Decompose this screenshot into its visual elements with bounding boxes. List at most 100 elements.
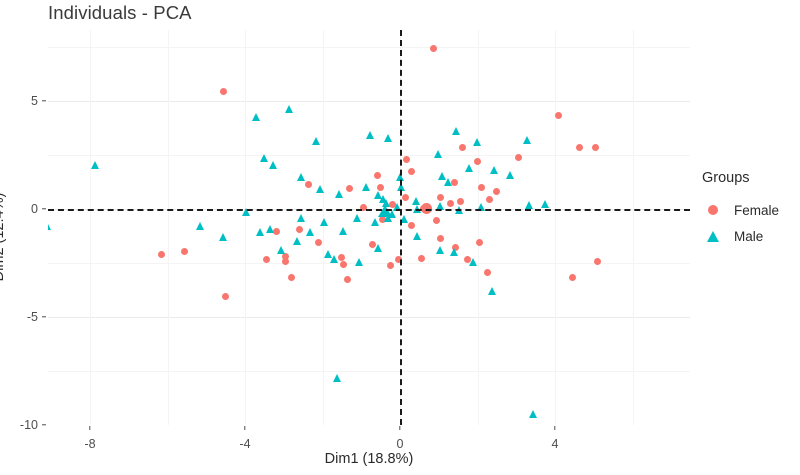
y-axis-tick-label: 5 [31, 94, 38, 108]
data-point-female [337, 254, 345, 262]
data-point-female [594, 258, 602, 266]
data-point-male [383, 133, 392, 142]
data-point-female [402, 193, 410, 201]
data-point-male [505, 170, 514, 179]
data-point-female [408, 167, 416, 175]
data-point-female [475, 238, 483, 246]
data-point-male [465, 164, 474, 173]
x-axis-tick-mark [399, 426, 401, 430]
data-point-female [437, 193, 445, 201]
vertical-reference-line [400, 30, 402, 425]
data-point-male [529, 410, 538, 419]
data-point-female [394, 256, 402, 264]
legend: Groups Female Male [702, 170, 800, 251]
data-point-male [469, 258, 478, 266]
data-point-male [242, 208, 251, 217]
gridline-minor-horizontal [48, 155, 690, 156]
data-point-male [333, 373, 342, 382]
y-axis-tick-mark [42, 208, 46, 210]
data-point-female [386, 261, 394, 269]
data-point-male [476, 202, 485, 211]
data-point-female [158, 250, 166, 258]
data-point-female [437, 234, 445, 242]
data-point-female [282, 258, 290, 266]
data-point-male [339, 226, 348, 235]
data-point-male [472, 138, 481, 147]
triangle-icon [702, 230, 724, 242]
data-point-male [195, 222, 204, 231]
legend-item-male[interactable]: Male [702, 225, 800, 247]
data-point-female [288, 273, 295, 281]
circle-icon [702, 205, 724, 215]
gridline-major-horizontal [48, 317, 690, 318]
horizontal-reference-line [48, 209, 690, 211]
data-point-male [366, 130, 375, 139]
plot-panel [48, 30, 690, 425]
page-title: Individuals - PCA [48, 2, 192, 23]
data-point-male [379, 194, 388, 203]
data-point-male [436, 201, 445, 210]
data-point-male [265, 224, 274, 233]
data-point-cluster [378, 205, 393, 218]
data-point-female [368, 241, 376, 249]
data-point-female [408, 221, 416, 229]
data-point-male [374, 243, 383, 252]
legend-item-female[interactable]: Female [702, 199, 800, 221]
data-point-male [319, 218, 328, 227]
data-point-female [374, 172, 382, 180]
data-point-male [540, 200, 549, 209]
data-point-female [417, 255, 425, 263]
data-point-male [451, 127, 460, 136]
data-point-male [91, 160, 100, 169]
data-point-female [315, 238, 323, 246]
x-axis-tick-label: -4 [239, 437, 251, 451]
data-point-female [477, 183, 485, 191]
gridline-minor-horizontal [48, 371, 690, 372]
data-point-male [296, 213, 305, 222]
x-axis-tick-label: -8 [84, 437, 96, 451]
data-point-male [329, 254, 338, 263]
data-point-male [284, 104, 293, 113]
gridline-minor-vertical [245, 30, 246, 425]
x-axis-tick-mark [89, 426, 91, 430]
data-point-male [362, 183, 371, 192]
data-point-female [485, 195, 493, 203]
data-point-female [430, 44, 438, 52]
data-point-male [523, 135, 532, 144]
data-point-male [411, 197, 420, 206]
data-point-female [592, 143, 600, 151]
data-point-female [403, 155, 411, 163]
gridline-minor-horizontal [48, 263, 690, 264]
gridline-minor-vertical [632, 30, 634, 425]
data-point-female [575, 143, 583, 151]
y-axis-tick-mark [42, 100, 46, 102]
data-point-male [525, 200, 534, 209]
legend-item-label: Female [734, 202, 780, 218]
gridline-minor-vertical [90, 30, 91, 425]
data-point-female [450, 178, 458, 186]
x-axis-tick-label: 0 [396, 437, 404, 451]
data-point-cluster [420, 203, 432, 215]
data-point-male [352, 213, 361, 222]
data-point-female [262, 256, 270, 264]
data-point-male [434, 150, 443, 158]
data-point-male [323, 250, 332, 259]
data-point-female [295, 226, 303, 234]
data-point-male [393, 202, 402, 211]
gridline-minor-vertical [167, 30, 169, 425]
data-point-female [456, 197, 464, 205]
data-point-female [446, 200, 454, 208]
y-axis-tick-label: -5 [26, 310, 38, 324]
data-point-female [220, 87, 228, 95]
data-point-female [388, 201, 396, 209]
y-axis-tick-label: -10 [19, 418, 38, 432]
gridline-minor-horizontal [48, 47, 690, 48]
x-axis-tick-label: 4 [551, 437, 559, 451]
data-point-female [554, 111, 562, 119]
data-point-female [340, 260, 348, 268]
data-point-male [312, 137, 321, 146]
data-point-male [438, 171, 447, 180]
y-axis-tick-mark [42, 424, 46, 426]
data-point-male [315, 184, 324, 193]
